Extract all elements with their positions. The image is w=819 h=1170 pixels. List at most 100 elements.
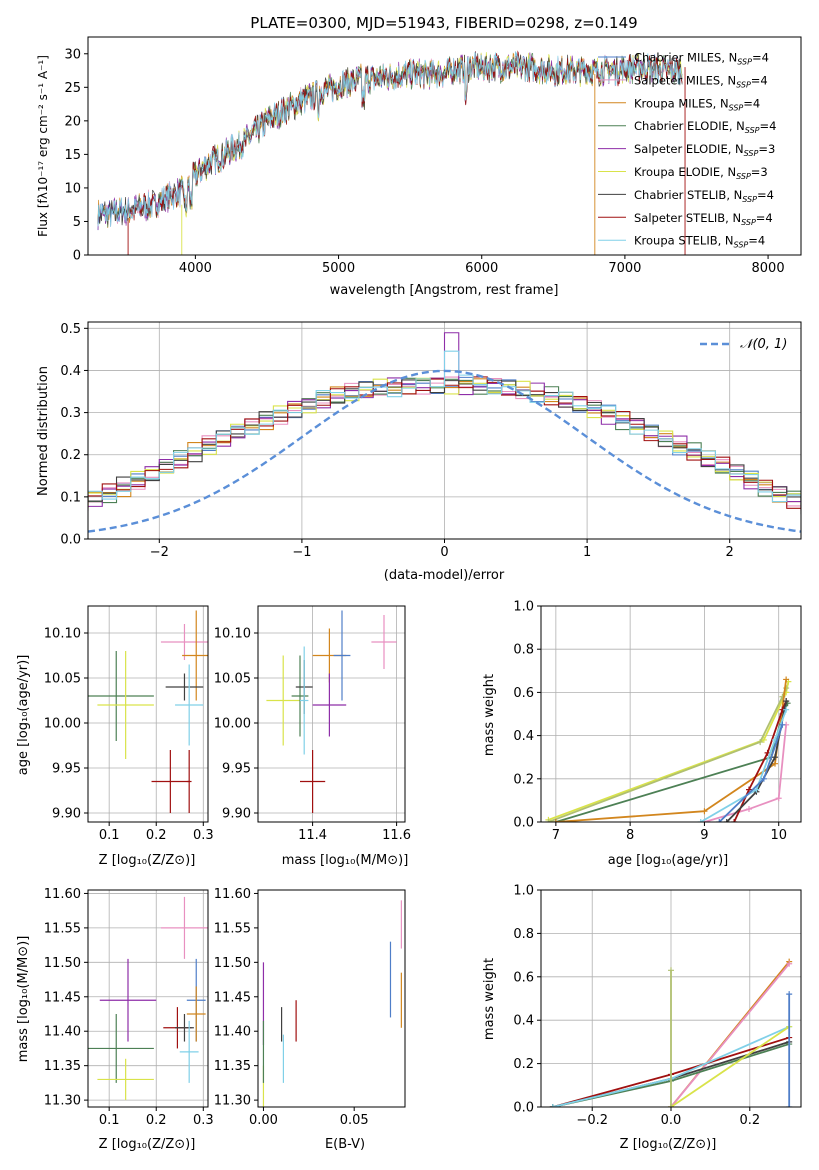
y-tick-label: 0.5 — [60, 322, 81, 337]
axes-frame — [540, 605, 802, 823]
legend-label: Salpeter MILES, NSSP=4 — [634, 73, 768, 89]
weight-line — [670, 1025, 790, 1107]
weight-marker — [753, 786, 760, 793]
mass-vs-z-panel: 0.1 0.2 0.3 11.30 11.35 11.40 11.45 11.50 11.55 1… — [44, 887, 214, 1128]
x-tick-label: 8000 — [752, 261, 785, 276]
weight-marker — [775, 795, 782, 802]
age-vs-mass-xlabel: mass [log₁₀(M/M⊙)] — [282, 853, 409, 868]
axes-frame — [87, 36, 802, 256]
y-tick-label: 11.50 — [214, 956, 251, 971]
spectrum-title: PLATE=0300, MJD=51943, FIBERID=0298, z=0… — [250, 14, 637, 32]
y-tick-label: 0.0 — [513, 1101, 534, 1116]
y-tick-label: 11.50 — [44, 956, 81, 971]
y-tick-label: 11.45 — [214, 990, 251, 1005]
x-tick-label: 0.2 — [146, 1113, 167, 1128]
legend-label: Chabrier STELIB, NSSP=4 — [634, 188, 774, 204]
age-vs-z-xlabel: Z [log₁₀(Z/Z⊙)] — [99, 853, 196, 868]
plot-area — [88, 896, 208, 1101]
weight-marker — [697, 819, 704, 822]
y-tick-label: 0.0 — [60, 533, 81, 548]
plot-area — [549, 958, 793, 1107]
y-tick-label: 9.95 — [222, 762, 251, 777]
weight-vs-z-xlabel: Z [log₁₀(Z/Z⊙)] — [620, 1137, 717, 1152]
x-tick-label: 0.2 — [739, 1113, 760, 1128]
y-tick-label: 10.00 — [44, 717, 81, 732]
mass-vs-ebv-panel: 0.00 0.05 11.30 11.35 11.40 11.45 11.50 11.55 11… — [214, 887, 406, 1128]
y-tick-label: 0.3 — [60, 406, 81, 421]
plot-area — [97, 50, 686, 255]
legend-label: Chabrier ELODIE, NSSP=4 — [634, 119, 776, 135]
legend-label: Salpeter STELIB, NSSP=4 — [634, 211, 773, 227]
mass-vs-z-xlabel: Z [log₁₀(Z/Z⊙)] — [99, 1137, 196, 1152]
x-tick-label: 9 — [700, 828, 708, 843]
y-tick-label: 11.55 — [44, 921, 81, 936]
x-tick-label: 11.4 — [298, 828, 327, 843]
x-tick-label: 1 — [583, 545, 591, 560]
y-tick-label: 11.30 — [44, 1094, 81, 1109]
weight-marker — [731, 819, 738, 822]
legend-label: Salpeter ELODIE, NSSP=3 — [634, 142, 775, 158]
x-tick-label: 7000 — [608, 261, 641, 276]
weight-marker — [668, 1104, 674, 1107]
x-tick-label: 0.00 — [249, 1113, 278, 1128]
weight-marker — [779, 721, 786, 728]
weight-marker — [772, 760, 778, 767]
age-vs-z-ylabel: age [log₁₀(age/yr)] — [16, 655, 31, 776]
x-tick-label: 0.3 — [193, 828, 214, 843]
y-tick-label: 0.8 — [513, 927, 534, 942]
y-tick-label: 0.6 — [513, 970, 534, 985]
weight-marker — [757, 739, 764, 746]
x-tick-label: 0.2 — [146, 828, 167, 843]
weight-marker — [668, 967, 674, 974]
weight-vs-z-panel: −0.2 0.0 0.2 0.0 0.2 0.4 0.6 0.8 1.0 — [513, 884, 802, 1128]
y-tick-label: 0.8 — [513, 643, 534, 658]
plot-area — [266, 610, 397, 813]
weight-marker — [746, 786, 752, 793]
y-tick-label: 0.4 — [60, 364, 81, 379]
weight-vs-age-ylabel: mass weight — [482, 674, 497, 756]
y-tick-label: 9.95 — [52, 762, 81, 777]
x-tick-label: 11.6 — [382, 828, 411, 843]
x-tick-label: −2 — [150, 545, 169, 560]
y-tick-label: 9.90 — [52, 807, 81, 822]
y-tick-label: 10.05 — [44, 672, 81, 687]
spectrum-legend: Chabrier MILES, NSSP=4 Salpeter MILES, NS… — [598, 51, 776, 250]
spectrum-line — [97, 53, 683, 226]
weight-marker — [723, 819, 730, 822]
weight-vs-age-panel: 7 8 9 10 0.0 0.2 0.4 0.6 0.8 1.0 — [513, 600, 802, 843]
weight-marker — [545, 819, 552, 822]
gaussian-legend-label: 𝒩(0, 1) — [740, 337, 787, 352]
age-vs-mass-panel: 11.4 11.6 9.90 9.95 10.00 10.05 10.10 — [214, 605, 411, 843]
y-tick-label: 30 — [64, 47, 81, 62]
x-tick-label: 5000 — [322, 261, 355, 276]
y-tick-label: 20 — [64, 114, 81, 129]
weight-marker — [783, 698, 790, 705]
x-tick-label: 8 — [626, 828, 634, 843]
x-tick-label: 0.1 — [99, 1113, 120, 1128]
legend-label: Chabrier MILES, NSSP=4 — [634, 51, 769, 67]
weight-marker — [786, 1104, 793, 1107]
y-tick-label: 0.4 — [513, 1014, 534, 1029]
plot-area — [545, 676, 792, 822]
spectrum-xlabel: wavelength [Angstrom, rest frame] — [330, 283, 559, 298]
axes-frame — [87, 889, 209, 1108]
y-tick-label: 1.0 — [513, 600, 534, 615]
x-tick-label: 0.3 — [193, 1113, 214, 1128]
x-tick-label: −1 — [292, 545, 311, 560]
y-tick-label: 0.2 — [513, 1057, 534, 1072]
weight-marker — [760, 775, 767, 782]
weight-vs-z-ylabel: mass weight — [482, 958, 497, 1040]
y-tick-label: 15 — [64, 148, 81, 163]
weight-marker — [772, 754, 778, 761]
y-tick-label: 0 — [73, 249, 81, 264]
x-tick-label: 0 — [440, 545, 448, 560]
mass-vs-z-ylabel: mass [log₁₀(M/M⊙)] — [16, 936, 31, 1063]
spectrum-line — [97, 51, 683, 227]
x-tick-label: 7 — [552, 828, 560, 843]
y-tick-label: 10.10 — [44, 627, 81, 642]
x-tick-label: −0.2 — [576, 1113, 608, 1128]
gaussian-curve — [88, 369, 801, 533]
weight-line — [670, 963, 790, 1107]
x-tick-label: 0.0 — [661, 1113, 682, 1128]
x-tick-label: 10 — [770, 828, 787, 843]
